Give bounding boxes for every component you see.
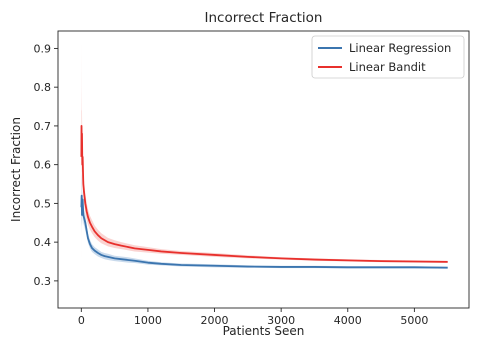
band-linear-regression — [81, 172, 448, 269]
legend-label-linear-bandit: Linear Bandit — [349, 60, 426, 74]
y-tick-label: 0.5 — [34, 197, 52, 210]
x-tick-label: 5000 — [400, 314, 428, 327]
x-tick-label: 0 — [78, 314, 85, 327]
x-tick-label: 2000 — [201, 314, 229, 327]
series-lines — [80, 125, 448, 269]
x-axis-label: Patients Seen — [223, 324, 305, 338]
y-tick-label: 0.8 — [34, 81, 52, 94]
line-linear-bandit — [80, 125, 448, 263]
chart-title: Incorrect Fraction — [205, 10, 323, 26]
x-axis-ticks: 0 1000 2000 3000 4000 5000 — [78, 308, 428, 327]
legend-label-linear-regression: Linear Regression — [349, 41, 451, 55]
y-tick-label: 0.7 — [34, 120, 52, 133]
x-tick-label: 4000 — [334, 314, 362, 327]
x-tick-label: 1000 — [134, 314, 162, 327]
line-linear-regression — [80, 194, 448, 269]
y-tick-label: 0.9 — [34, 42, 52, 55]
plot-frame — [57, 30, 470, 309]
y-axis-ticks: 0.3 0.4 0.5 0.6 0.7 0.8 0.9 — [34, 42, 58, 288]
y-tick-label: 0.3 — [34, 275, 52, 288]
legend-box — [311, 35, 465, 79]
x-tick-label: 3000 — [267, 314, 295, 327]
legend: Linear Regression Linear Bandit — [311, 35, 465, 79]
y-axis-label: Incorrect Fraction — [9, 117, 23, 222]
y-tick-label: 0.6 — [34, 159, 52, 172]
y-tick-label: 0.4 — [34, 236, 52, 249]
